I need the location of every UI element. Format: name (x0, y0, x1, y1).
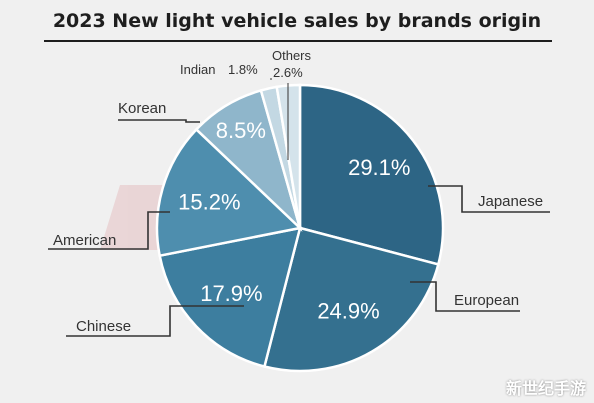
category-label-japanese: Japanese (478, 193, 543, 210)
category-label-american: American (53, 232, 116, 249)
value-label-american: 15.2% (178, 190, 240, 215)
pie-slice-american (155, 127, 303, 258)
leader-line-chinese (66, 305, 244, 337)
site-watermark: 新世纪手游 (505, 379, 586, 398)
leader-line-american (48, 211, 170, 250)
pie-slice-chinese (158, 226, 302, 369)
pie-slice-european (262, 226, 440, 373)
category-label-chinese: Chinese (76, 318, 131, 335)
leader-line-japanese (428, 185, 550, 213)
value-label-indian: 1.8% (228, 62, 258, 77)
value-label-japanese: 29.1% (348, 155, 410, 180)
value-label-korean: 8.5% (216, 118, 266, 143)
chart-title: 2023 New light vehicle sales by brands o… (52, 10, 542, 32)
leader-line-korean (118, 119, 200, 123)
leader-line-european (410, 281, 520, 312)
value-label-chinese: 17.9% (200, 281, 262, 306)
category-label-european: European (454, 292, 519, 309)
category-label-korean: Korean (118, 100, 166, 117)
value-label-european: 24.9% (317, 299, 379, 324)
title-underline (44, 40, 552, 42)
pie-slice-japanese (298, 83, 445, 266)
category-label-others: Others (272, 48, 312, 63)
value-label-others: 2.6% (273, 65, 303, 80)
category-label-indian: Indian (180, 62, 215, 77)
